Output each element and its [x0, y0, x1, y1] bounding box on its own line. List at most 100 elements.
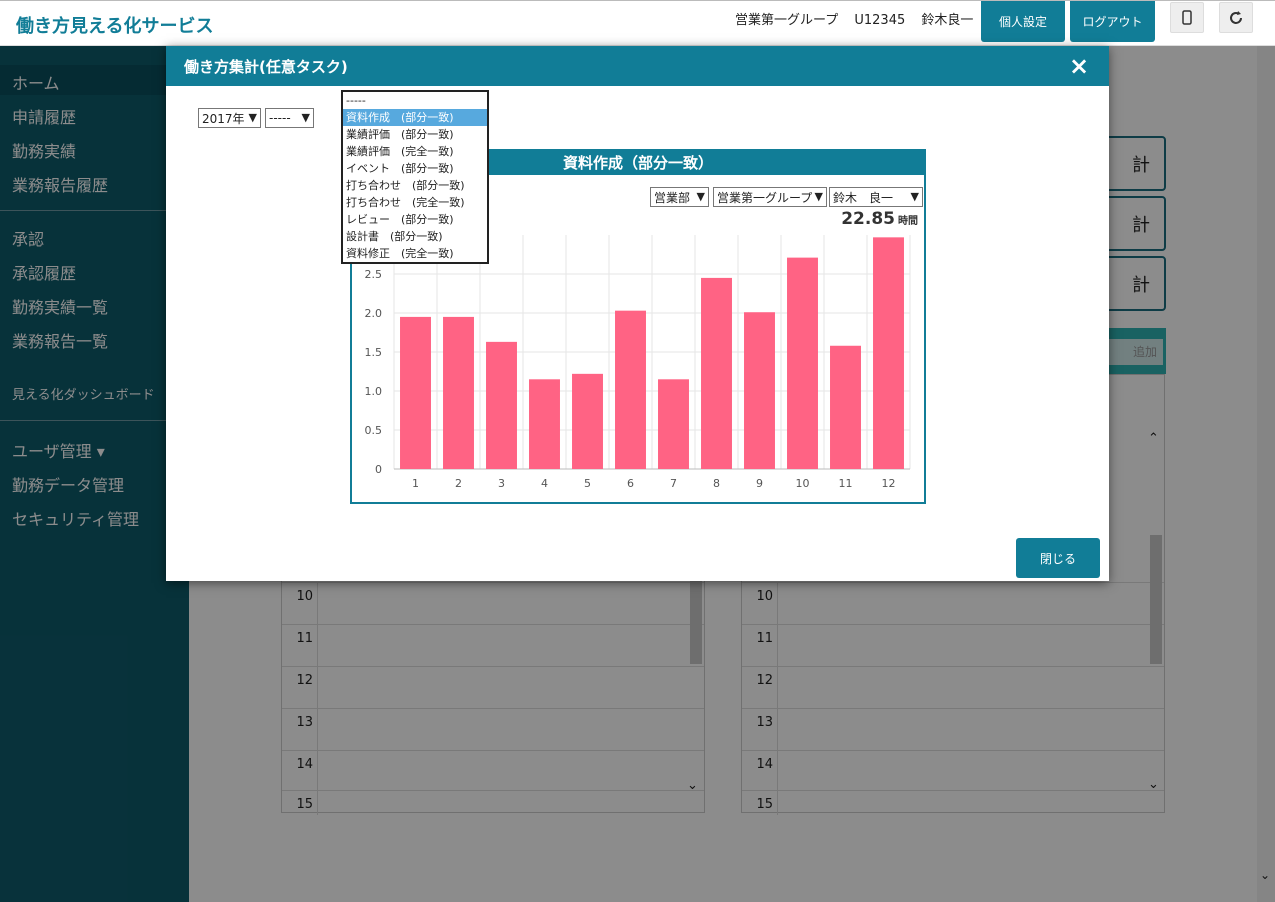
- x-tick-label: 8: [713, 477, 720, 490]
- bar[interactable]: [486, 341, 517, 469]
- group-select[interactable]: 営業第一グループ ▼: [713, 187, 827, 207]
- mobile-icon: [1182, 9, 1192, 25]
- bar[interactable]: [787, 257, 818, 469]
- table-row: 15: [742, 790, 1164, 815]
- dropdown-option[interactable]: レビュー (部分一致): [346, 213, 454, 226]
- table-row: 13: [742, 708, 1164, 751]
- bar[interactable]: [400, 316, 431, 469]
- sidebar-item-work-data-management[interactable]: 勤務データ管理: [12, 476, 125, 495]
- sidebar-item-report-history[interactable]: 業務報告履歴: [12, 176, 109, 195]
- dropdown-option[interactable]: 業績評価 (部分一致): [346, 128, 454, 141]
- department-select[interactable]: 営業部 ▼: [650, 187, 709, 207]
- dropdown-option[interactable]: イベント (部分一致): [346, 162, 454, 175]
- user-id: U12345: [854, 13, 906, 28]
- scroll-down-icon[interactable]: ⌄: [687, 778, 698, 793]
- sidebar-item-dashboard[interactable]: 見える化ダッシュボード: [12, 388, 155, 403]
- x-tick-label: 5: [584, 477, 591, 490]
- sidebar-divider: [0, 420, 189, 421]
- day-number: 15: [742, 791, 778, 815]
- table-row: 14: [282, 750, 704, 793]
- bar[interactable]: [529, 379, 560, 469]
- day-number: 13: [282, 709, 318, 751]
- table-row: 10: [742, 582, 1164, 625]
- refresh-button[interactable]: [1219, 2, 1253, 33]
- y-tick-label: 1.0: [365, 385, 383, 398]
- bar[interactable]: [701, 277, 732, 469]
- day-number: 13: [742, 709, 778, 751]
- dropdown-option[interactable]: 資料作成 (部分一致): [343, 109, 487, 126]
- bar[interactable]: [744, 312, 775, 469]
- dropdown-option[interactable]: 打ち合わせ (部分一致): [346, 179, 465, 192]
- refresh-icon: [1230, 10, 1242, 24]
- sidebar-item-approval-history[interactable]: 承認履歴: [12, 264, 77, 283]
- scroll-down-icon[interactable]: ⌄: [1148, 777, 1159, 792]
- sidebar-item-work-record[interactable]: 勤務実績: [12, 142, 77, 161]
- group-select-value: 営業第一グループ: [717, 190, 813, 205]
- year-select-value: 2017年: [202, 111, 245, 126]
- sidebar-item-work-record-list[interactable]: 勤務実績一覧: [12, 298, 109, 317]
- x-tick-label: 12: [882, 477, 896, 490]
- personal-settings-button[interactable]: 個人設定: [981, 1, 1065, 42]
- sidebar-item-application-history[interactable]: 申請履歴: [12, 108, 77, 127]
- sidebar-item-home[interactable]: ホーム: [12, 74, 60, 93]
- day-number: 14: [282, 751, 318, 793]
- bar[interactable]: [658, 379, 689, 469]
- mobile-view-button[interactable]: [1170, 2, 1204, 33]
- sidebar-item-approval[interactable]: 承認: [12, 230, 45, 249]
- day-number: 12: [742, 667, 778, 709]
- total-hours-unit: 時間: [898, 216, 918, 227]
- dropdown-option[interactable]: 資料修正 (完全一致): [346, 247, 454, 260]
- page-scrollbar[interactable]: ⌄: [1257, 46, 1275, 902]
- department-select-value: 営業部: [654, 190, 691, 205]
- day-number: 11: [282, 625, 318, 667]
- x-tick-label: 1: [412, 477, 419, 490]
- table-scrollbar[interactable]: [1150, 535, 1162, 664]
- dialog-header: 働き方集計(任意タスク) ×: [166, 46, 1109, 86]
- dropdown-option[interactable]: 打ち合わせ (完全一致): [346, 196, 465, 209]
- x-tick-label: 2: [455, 477, 462, 490]
- sidebar-active-highlight: [0, 65, 189, 95]
- sidebar-item-security-management[interactable]: セキュリティ管理: [12, 510, 140, 529]
- chevron-down-icon: ▼: [910, 190, 919, 203]
- dropdown-option[interactable]: -----: [346, 94, 366, 107]
- x-tick-label: 9: [756, 477, 763, 490]
- x-tick-label: 7: [670, 477, 677, 490]
- year-select[interactable]: 2017年 ▼: [198, 108, 261, 128]
- day-number: 14: [742, 751, 778, 793]
- bar[interactable]: [615, 310, 646, 469]
- day-number: 10: [282, 583, 318, 625]
- bar[interactable]: [830, 345, 861, 469]
- task-select[interactable]: ----- ▼: [265, 108, 314, 128]
- close-button[interactable]: 閉じる: [1016, 538, 1100, 578]
- person-select[interactable]: 鈴木 良一 ▼: [829, 187, 923, 207]
- bar[interactable]: [873, 237, 904, 469]
- dropdown-option[interactable]: 設計書 (部分一致): [346, 230, 443, 243]
- task-dropdown-list[interactable]: ----- 資料作成 (部分一致) 業績評価 (部分一致) 業績評価 (完全一致) イベ…: [341, 90, 489, 264]
- logout-button[interactable]: ログアウト: [1070, 1, 1155, 42]
- y-tick-label: 0: [375, 463, 382, 476]
- sidebar-item-user-management[interactable]: ユーザ管理 ▾: [12, 442, 105, 461]
- scroll-up-icon[interactable]: ⌃: [1148, 431, 1159, 446]
- x-tick-label: 11: [839, 477, 853, 490]
- close-icon[interactable]: ×: [1069, 52, 1090, 80]
- dropdown-option[interactable]: 業績評価 (完全一致): [346, 145, 454, 158]
- sidebar-divider: [0, 210, 189, 211]
- bar[interactable]: [572, 373, 603, 469]
- day-number: 11: [742, 625, 778, 667]
- user-info: 営業第一グループ U12345 鈴木良一: [735, 9, 985, 28]
- x-tick-label: 10: [796, 477, 810, 490]
- y-tick-label: 1.5: [365, 346, 383, 359]
- bar[interactable]: [443, 316, 474, 469]
- scroll-down-icon[interactable]: ⌄: [1260, 868, 1271, 882]
- table-row: 13: [282, 708, 704, 751]
- app-title[interactable]: 働き方見える化サービス: [16, 16, 214, 37]
- table-row: 11: [282, 624, 704, 667]
- task-select-value: -----: [269, 111, 291, 125]
- table-row: 12: [282, 666, 704, 709]
- sidebar-item-report-list[interactable]: 業務報告一覧: [12, 332, 109, 351]
- user-name: 鈴木良一: [921, 13, 974, 28]
- y-tick-label: 2.0: [365, 307, 383, 320]
- total-hours-value: 22.85: [841, 209, 895, 229]
- day-number: 12: [282, 667, 318, 709]
- table-scrollbar[interactable]: [690, 581, 702, 664]
